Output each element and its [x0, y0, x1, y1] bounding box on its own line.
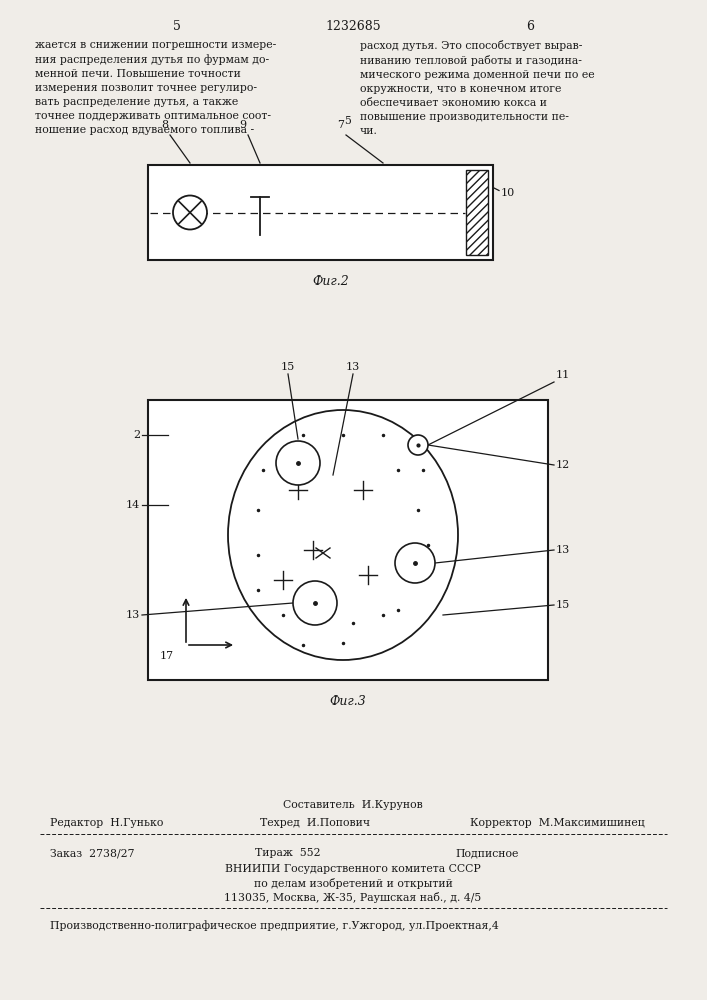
Text: 13: 13 [126, 610, 140, 620]
Text: Фиг.3: Фиг.3 [329, 695, 366, 708]
Text: Заказ  2738/27: Заказ 2738/27 [50, 848, 134, 858]
Text: Техред  И.Попович: Техред И.Попович [260, 818, 370, 828]
Text: 5: 5 [344, 116, 351, 126]
Text: Корректор  М.Максимишинец: Корректор М.Максимишинец [470, 818, 645, 828]
Text: 14: 14 [126, 500, 140, 510]
Circle shape [395, 543, 435, 583]
Text: 15: 15 [281, 362, 295, 372]
Text: Подписное: Подписное [455, 848, 518, 858]
Text: ВНИИПИ Государственного комитета СССР: ВНИИПИ Государственного комитета СССР [225, 864, 481, 874]
Text: 2: 2 [133, 430, 140, 440]
Text: 12: 12 [556, 460, 571, 470]
Bar [466, 170, 488, 255]
Bar [148, 400, 548, 680]
Text: 5: 5 [173, 20, 181, 33]
Text: Фиг.2: Фиг.2 [312, 275, 349, 288]
Circle shape [173, 196, 207, 230]
Text: 9: 9 [240, 120, 247, 130]
Text: 17: 17 [160, 651, 174, 661]
Text: расход дутья. Это способствует вырав-
ниванию тепловой работы и газодина-
мическ: расход дутья. Это способствует вырав- ни… [360, 40, 595, 136]
Text: жается в снижении погрешности измере-
ния распределения дутья по фурмам до-
менн: жается в снижении погрешности измере- ни… [35, 40, 276, 135]
Text: 1232685: 1232685 [325, 20, 381, 33]
Text: 8: 8 [161, 120, 168, 130]
Circle shape [276, 441, 320, 485]
Text: Составитель  И.Курунов: Составитель И.Курунов [283, 800, 423, 810]
Text: 6: 6 [526, 20, 534, 33]
Text: 7: 7 [337, 120, 344, 130]
Text: Производственно-полиграфическое предприятие, г.Ужгород, ул.Проектная,4: Производственно-полиграфическое предприя… [50, 920, 498, 931]
Text: 11: 11 [556, 370, 571, 380]
Text: Тираж  552: Тираж 552 [255, 848, 321, 858]
Text: 13: 13 [346, 362, 360, 372]
Text: 10: 10 [501, 188, 515, 198]
Bar [148, 165, 493, 260]
Text: 13: 13 [556, 545, 571, 555]
Ellipse shape [228, 410, 458, 660]
Circle shape [408, 435, 428, 455]
Text: Редактор  Н.Гунько: Редактор Н.Гунько [50, 818, 163, 828]
Text: по делам изобретений и открытий: по делам изобретений и открытий [254, 878, 452, 889]
Text: 15: 15 [556, 600, 571, 610]
Text: 113035, Москва, Ж-35, Раушская наб., д. 4/5: 113035, Москва, Ж-35, Раушская наб., д. … [224, 892, 481, 903]
Circle shape [293, 581, 337, 625]
